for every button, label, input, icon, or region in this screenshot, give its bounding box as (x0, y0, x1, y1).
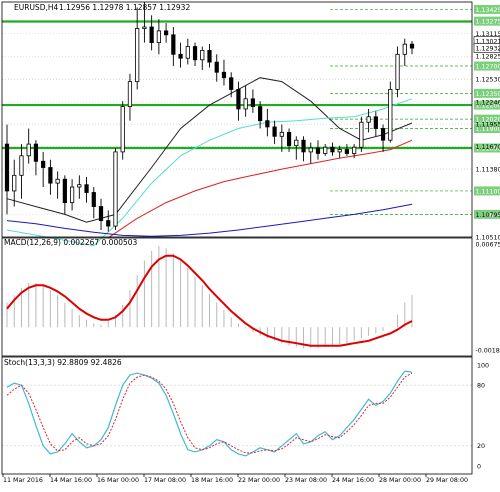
macd-y-tick: 0.00675 (476, 241, 500, 248)
y-tick-label: 1.13115 (476, 31, 500, 38)
candle-body (381, 128, 384, 140)
candle-body (186, 47, 189, 59)
x-tick-label: 29 Mar 08:00 (426, 477, 468, 484)
ohlc-label: 1.12956 1.12978 1.12857 1.12932 (59, 3, 190, 12)
x-tick-label: 14 Mar 16:00 (50, 477, 92, 484)
candle-body (251, 99, 254, 107)
candle-body (34, 144, 37, 161)
stoch-y-tick: 100 (477, 362, 489, 369)
candle-body (302, 140, 305, 152)
y-tick-label: 1.12530 (476, 77, 500, 84)
candle-body (324, 147, 327, 153)
candle-body (309, 148, 312, 152)
stoch-y-tick: 20 (477, 443, 485, 450)
candle-body (172, 35, 175, 55)
candle-body (157, 31, 160, 43)
candle-body (99, 207, 102, 221)
candle-body (222, 72, 225, 77)
candle-body (316, 148, 319, 153)
price-tag-label: 1.12932 (476, 46, 500, 53)
candle-body (92, 192, 95, 206)
x-tick-label: 23 Mar 08:00 (285, 477, 327, 484)
y-tick-label: 1.11670 (476, 144, 500, 151)
y-tick-label: 1.10510 (476, 234, 500, 241)
x-tick-label: 17 Mar 08:00 (144, 477, 186, 484)
candle-body (229, 78, 232, 90)
x-tick-label: 16 Mar 00:00 (97, 477, 139, 484)
candle-body (179, 54, 182, 58)
candle-body (345, 150, 348, 154)
stoch-title: Stoch(13,3,3) 92.8809 92.4826 (4, 358, 122, 367)
price-tag-label: 1.12350 (476, 91, 500, 98)
x-tick-label: 11 Mar 2016 (3, 477, 43, 484)
candle-body (237, 89, 240, 109)
symbol-label: EURUSD,H4 (14, 3, 58, 12)
y-tick-label: 1.10795 (476, 212, 500, 219)
candle-body (5, 144, 8, 191)
candle-body (360, 122, 363, 147)
candle-body (63, 179, 66, 202)
price-tag-label: 1.11100 (476, 189, 500, 196)
y-tick-label: 1.12240 (476, 99, 500, 106)
candle-body (331, 147, 334, 152)
candle-body (150, 27, 153, 43)
candle-body (403, 44, 406, 54)
y-tick-label: 1.11380 (476, 166, 500, 173)
candle-body (78, 185, 81, 187)
candle-body (128, 82, 131, 107)
x-tick-label: 28 Mar 00:00 (379, 477, 421, 484)
candle-body (367, 117, 370, 122)
candle-body (27, 144, 30, 156)
candle-body (352, 147, 355, 153)
x-tick-label: 22 Mar 00:00 (238, 477, 280, 484)
candle-body (56, 179, 59, 183)
candle-body (258, 107, 261, 121)
candle-body (374, 117, 377, 129)
candle-body (280, 132, 283, 136)
candle-body (389, 89, 392, 140)
candle-body (295, 140, 298, 145)
candle-body (164, 31, 167, 35)
candle-body (13, 175, 16, 191)
candle-body (85, 185, 88, 193)
x-tick-label: 24 Mar 16:00 (332, 477, 374, 484)
candle-body (121, 107, 124, 152)
candle-body (208, 50, 211, 62)
candle-body (143, 27, 146, 29)
candle-body (135, 29, 138, 82)
candle-body (396, 54, 399, 89)
candle-body (287, 132, 290, 145)
candle-body (49, 168, 52, 184)
y-tick-label: 1.12825 (476, 54, 500, 61)
candle-body (201, 50, 204, 59)
candle-body (114, 152, 117, 226)
price-tag-label: 1.13275 (476, 19, 500, 26)
candle-body (41, 161, 44, 167)
y-tick-label: 1.11955 (476, 122, 500, 129)
macd-y-tick: -0.00185 (476, 347, 500, 354)
candle-body (20, 156, 23, 176)
price-tag-label: 1.12700 (476, 64, 500, 71)
candle-body (107, 221, 110, 226)
candle-body (273, 127, 276, 136)
stoch-y-tick: 80 (477, 383, 485, 390)
candle-body (410, 44, 413, 48)
candle-body (244, 99, 247, 109)
candle-body (266, 121, 269, 127)
candle-body (215, 62, 218, 72)
candle-body (193, 47, 196, 60)
x-tick-label: 18 Mar 16:00 (191, 477, 233, 484)
candle-body (338, 150, 341, 152)
candle-body (70, 187, 73, 203)
macd-title: MACD(12,26,9) 0.002267 0.000503 (4, 238, 138, 247)
stoch-y-tick: 0 (477, 463, 481, 470)
price-tag-label: 1.13425 (476, 7, 500, 14)
